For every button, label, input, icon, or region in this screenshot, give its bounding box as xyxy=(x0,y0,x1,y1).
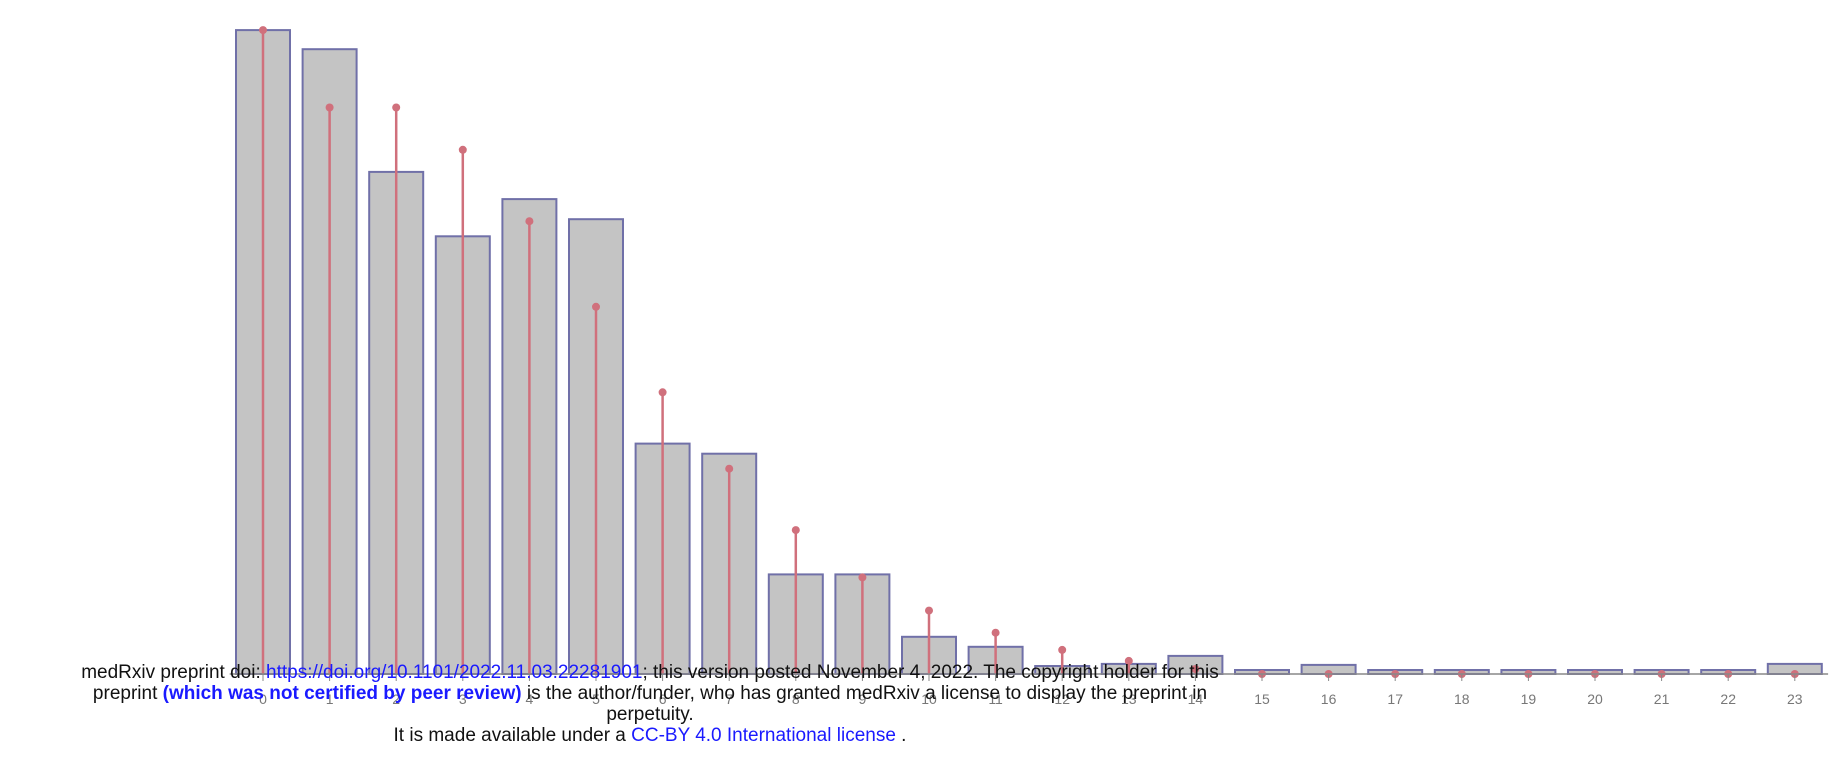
x-tick-label-9: 9 xyxy=(859,691,867,707)
x-tick-label-10: 10 xyxy=(921,691,937,707)
x-tick-label-11: 11 xyxy=(988,691,1003,707)
preprint-notice: medRxiv preprint doi: https://doi.org/10… xyxy=(0,662,1300,746)
peer-review-note: (which was not certified by peer review) xyxy=(162,683,522,704)
notice-license-text: is the author/funder, who has granted me… xyxy=(521,683,1208,704)
bars-layer xyxy=(235,29,1823,676)
stem-point-5 xyxy=(592,302,600,311)
x-tick-label-8: 8 xyxy=(792,691,800,707)
x-tick-label-14: 14 xyxy=(1188,691,1204,707)
x-ticks: 0 1 2 3 4 5 6 7 8 9 10 11 12 13 14 15 16 17 18 19 20 21 22 23 xyxy=(259,674,1803,707)
stem-point-14 xyxy=(1191,665,1200,673)
stem-point-6 xyxy=(658,388,667,397)
notice-line-3: perpetuity. xyxy=(606,704,694,725)
stem-point-10 xyxy=(925,606,933,615)
x-tick-label-18: 18 xyxy=(1454,691,1470,707)
x-tick-label-21: 21 xyxy=(1654,691,1670,707)
notice-end-text: . xyxy=(895,725,907,746)
x-tick-label-23: 23 xyxy=(1787,691,1803,707)
x-tick-label-20: 20 xyxy=(1587,691,1603,707)
notice-available-text: It is made available under a xyxy=(393,725,632,746)
x-tick-label-17: 17 xyxy=(1387,691,1403,707)
x-tick-label-19: 19 xyxy=(1521,691,1537,707)
x-tick-label-15: 15 xyxy=(1254,691,1270,707)
x-tick-label-2: 2 xyxy=(392,691,400,707)
stem-point-7 xyxy=(725,464,734,473)
stem-point-13 xyxy=(1124,656,1133,665)
x-tick-label-12: 12 xyxy=(1054,691,1070,707)
notice-line-1: medRxiv preprint doi: https://doi.org/10… xyxy=(0,662,1300,683)
notice-line-2: preprint (which was not certified by pee… xyxy=(0,683,1300,704)
stem-point-11 xyxy=(991,628,1000,637)
x-tick-label-22: 22 xyxy=(1720,691,1736,707)
x-tick-label-7: 7 xyxy=(725,691,733,707)
x-tick-label-5: 5 xyxy=(592,691,600,707)
x-tick-label-4: 4 xyxy=(526,691,534,707)
notice-doi-prefix: medRxiv preprint doi: xyxy=(81,662,267,683)
notice-version-text: ; this version posted November 4, 2022. … xyxy=(642,662,1219,683)
stem-point-3 xyxy=(458,145,467,154)
x-tick-label-0: 0 xyxy=(259,691,267,707)
stems-layer xyxy=(259,26,1799,678)
stem-point-2 xyxy=(392,103,401,112)
x-tick-label-16: 16 xyxy=(1321,691,1337,707)
stem-point-1 xyxy=(325,103,334,112)
x-tick-label-3: 3 xyxy=(459,691,467,707)
stem-point-4 xyxy=(525,217,534,226)
x-tick-label-6: 6 xyxy=(659,691,667,707)
stem-point-8 xyxy=(791,526,800,535)
x-tick-label-13: 13 xyxy=(1121,691,1137,707)
license-link[interactable]: CC-BY 4.0 International license xyxy=(631,725,896,746)
x-tick-label-1: 1 xyxy=(326,691,334,707)
stem-point-9 xyxy=(858,573,867,582)
stem-point-12 xyxy=(1058,645,1067,654)
doi-link[interactable]: https://doi.org/10.1101/2022.11.03.22281… xyxy=(266,662,643,683)
stem-point-0 xyxy=(259,26,267,35)
notice-line-4: It is made available under a CC-BY 4.0 I… xyxy=(0,725,1300,746)
notice-preprint-text: preprint xyxy=(92,683,163,704)
